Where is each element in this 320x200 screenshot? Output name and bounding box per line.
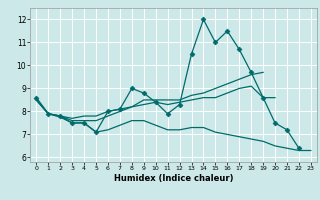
X-axis label: Humidex (Indice chaleur): Humidex (Indice chaleur) [114, 174, 233, 183]
